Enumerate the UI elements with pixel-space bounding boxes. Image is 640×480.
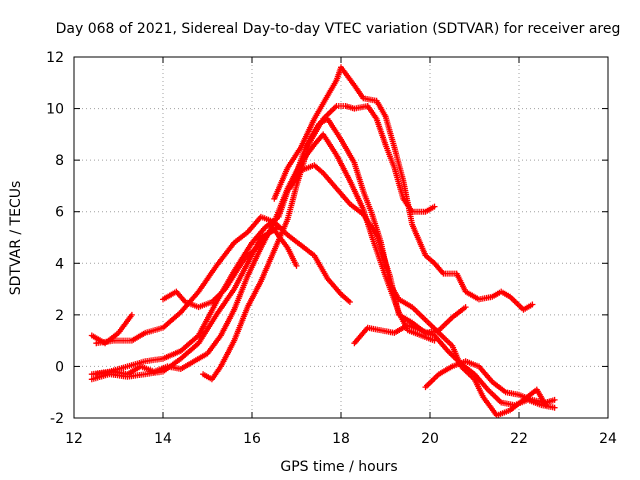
x-axis-label: GPS time / hours [280,459,397,475]
y-axis-label: SDTVAR / TECUs [8,181,24,296]
x-tick-label: 20 [421,431,439,447]
data-point-markers [88,162,469,378]
y-tick-label: 12 [46,50,64,66]
data-point-markers [93,213,353,347]
series-track-7 [271,64,536,313]
series-track-3 [93,213,353,347]
series-track-1 [88,162,469,378]
x-tick-label: 22 [510,431,528,447]
grid-lines [74,57,608,418]
series-track-8 [160,224,282,311]
x-tick-label: 16 [243,431,261,447]
data-point-markers [289,115,549,419]
y-tick-label: 10 [46,102,64,118]
data-point-markers [160,224,282,311]
x-tick-label: 24 [599,431,617,447]
x-tick-label: 12 [65,431,83,447]
y-tick-label: 0 [55,359,64,375]
y-tick-label: 2 [55,308,64,324]
y-tick-label: 6 [55,205,64,221]
chart-title: Day 068 of 2021, Sidereal Day-to-day VTE… [56,21,621,37]
y-tick-label: 4 [55,256,64,272]
series-track-11 [422,358,558,406]
series-track-9 [289,115,549,419]
y-tick-label: -2 [50,411,64,427]
data-series [88,64,558,419]
x-tick-label: 18 [332,431,350,447]
data-point-markers [422,358,558,406]
data-point-markers [271,64,536,313]
x-tick-label: 14 [154,431,172,447]
y-tick-label: 8 [55,153,64,169]
